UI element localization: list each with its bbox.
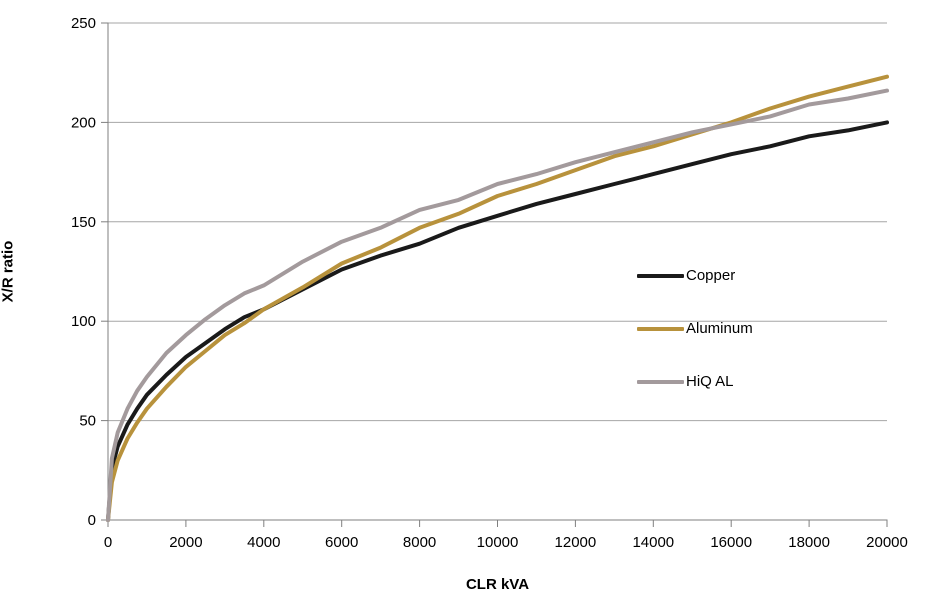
y-tick-label-150: 150 [71, 214, 96, 231]
legend-label-hiq-al: HiQ AL [686, 373, 734, 390]
x-tick-label-12000: 12000 [555, 534, 597, 551]
series-line-hiq-al [106, 88, 889, 522]
y-tick-label-100: 100 [71, 313, 96, 330]
x-tick-label-4000: 4000 [247, 534, 280, 551]
legend-item-hiq-al: HiQ AL [637, 370, 753, 394]
x-tick-label-10000: 10000 [477, 534, 519, 551]
x-tick-label-6000: 6000 [325, 534, 358, 551]
y-axis-title: X/R ratio [0, 240, 17, 303]
hiq-al-line-swatch [637, 380, 684, 384]
x-axis-title: CLR kVA [465, 576, 530, 593]
legend-item-aluminum: Aluminum [637, 317, 753, 341]
y-tick-label-250: 250 [71, 15, 96, 32]
x-tick-label-14000: 14000 [632, 534, 674, 551]
series-line-copper [106, 120, 889, 522]
x-tick-label-16000: 16000 [710, 534, 752, 551]
legend-label-copper: Copper [686, 267, 736, 284]
x-tick-label-20000: 20000 [866, 534, 908, 551]
legend-item-copper: Copper [637, 264, 753, 288]
x-tick-label-2000: 2000 [169, 534, 202, 551]
series-line-aluminum [106, 74, 889, 522]
x-tick-label-0: 0 [104, 534, 112, 551]
y-tick-label-200: 200 [71, 114, 96, 131]
copper-line-swatch [637, 274, 684, 278]
y-tick-label-0: 0 [88, 512, 96, 529]
x-tick-label-8000: 8000 [403, 534, 436, 551]
x-tick-label-18000: 18000 [788, 534, 830, 551]
legend-label-aluminum: Aluminum [686, 320, 753, 337]
aluminum-line-swatch [637, 327, 684, 331]
legend: Copper Aluminum HiQ AL [637, 264, 753, 423]
y-tick-label-50: 50 [79, 413, 96, 430]
